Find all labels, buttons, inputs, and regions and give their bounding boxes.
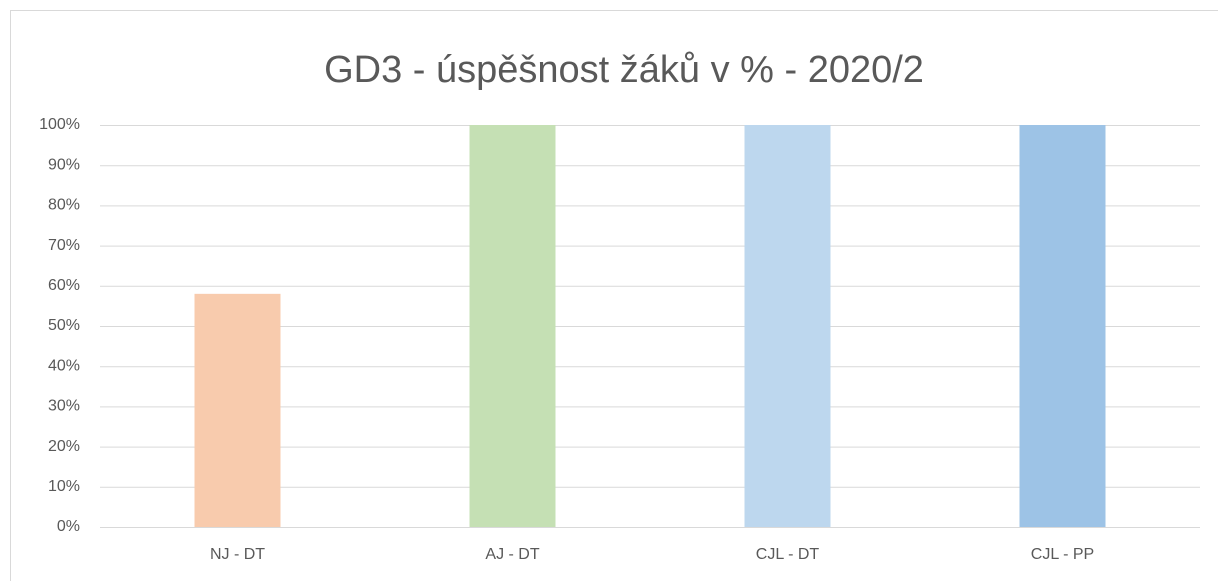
y-tick-label: 100% [39, 116, 80, 133]
y-tick-label: 20% [48, 438, 80, 455]
y-tick-label: 0% [57, 518, 80, 535]
y-tick-label: 50% [48, 317, 80, 334]
y-tick-label: 60% [48, 277, 80, 294]
x-tick-label: AJ - DT [485, 546, 539, 563]
y-tick-label: 30% [48, 398, 80, 415]
x-tick-label: CJL - PP [1031, 546, 1094, 563]
bar [194, 293, 281, 527]
bar [1019, 125, 1106, 527]
x-tick-label: CJL - DT [756, 546, 820, 563]
x-tick-label: NJ - DT [210, 546, 265, 563]
y-tick-label: 70% [48, 237, 80, 254]
y-tick-label: 80% [48, 197, 80, 214]
bar [744, 125, 831, 527]
chart-title: GD3 - úspěšnost žáků v % - 2020/2 [324, 49, 924, 91]
y-tick-label: 90% [48, 156, 80, 173]
bar [469, 125, 556, 527]
y-tick-label: 10% [48, 478, 80, 495]
y-tick-label: 40% [48, 357, 80, 374]
